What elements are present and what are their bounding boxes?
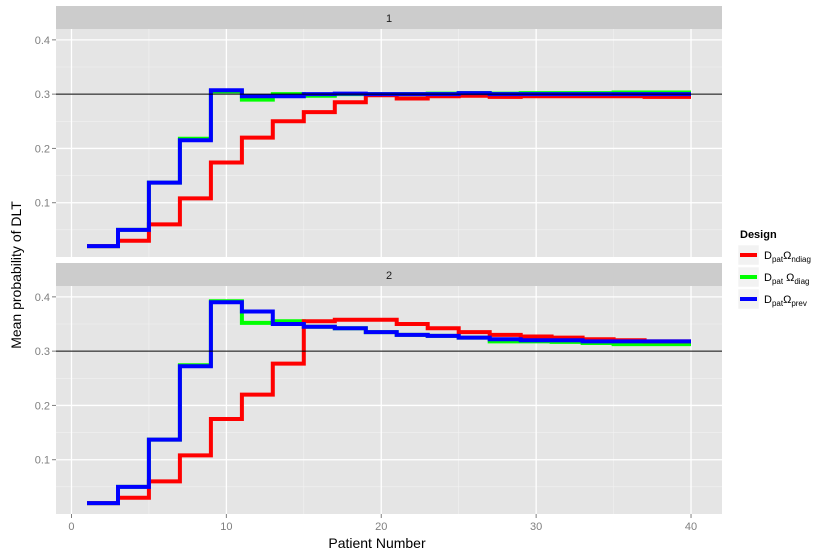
x-tick-label: 40: [685, 521, 697, 533]
x-tick-label: 30: [530, 521, 542, 533]
x-tick-label: 20: [375, 521, 387, 533]
y-tick-label: 0.2: [35, 143, 50, 155]
y-tick-label: 0.2: [35, 400, 50, 412]
y-tick-label: 0.3: [35, 89, 50, 101]
y-tick-label: 0.4: [35, 35, 50, 47]
y-tick-label: 0.3: [35, 346, 50, 358]
panel-strip-label: 1: [386, 13, 392, 25]
x-tick-label: 0: [68, 521, 74, 533]
y-tick-label: 0.4: [35, 292, 50, 304]
x-tick-label: 10: [220, 521, 232, 533]
panel-strip-label: 2: [386, 270, 392, 282]
legend-entry-label: DpatΩprev: [764, 294, 807, 308]
series-line-3: [87, 300, 691, 506]
legend-title: Design: [740, 229, 777, 241]
panel-strip: [56, 263, 722, 286]
series-line-2: [87, 93, 691, 249]
series-line-2: [87, 317, 691, 506]
panel-strip: [56, 6, 722, 29]
y-tick-label: 0.1: [35, 455, 50, 467]
x-axis-title: Patient Number: [328, 535, 426, 551]
y-tick-label: 0.1: [35, 198, 50, 210]
legend-entry-label: Dpat Ωdiag: [764, 272, 809, 286]
y-axis-title: Mean probability of DLT: [8, 201, 24, 349]
legend-entry-label: DpatΩndiag: [764, 250, 811, 264]
